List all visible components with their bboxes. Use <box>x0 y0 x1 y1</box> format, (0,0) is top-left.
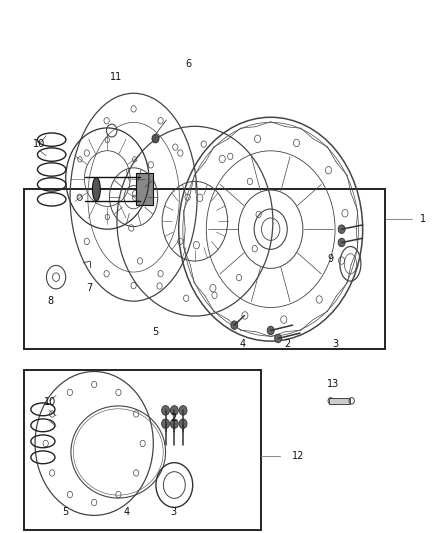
Circle shape <box>338 225 345 233</box>
Text: 1: 1 <box>420 214 426 223</box>
Circle shape <box>267 326 274 335</box>
Ellipse shape <box>92 177 100 201</box>
Circle shape <box>170 419 178 429</box>
Text: 4: 4 <box>240 339 246 349</box>
Text: 11: 11 <box>110 72 122 82</box>
Circle shape <box>231 321 238 329</box>
Circle shape <box>179 419 187 429</box>
Bar <box>328 398 350 404</box>
Circle shape <box>179 406 187 415</box>
Text: 3: 3 <box>170 507 176 516</box>
Text: 9: 9 <box>328 254 334 263</box>
Circle shape <box>152 134 159 143</box>
Text: 2: 2 <box>284 339 290 349</box>
Circle shape <box>162 419 170 429</box>
Bar <box>24 370 261 530</box>
Circle shape <box>170 406 178 415</box>
Text: 12: 12 <box>292 451 304 461</box>
Text: 4: 4 <box>124 507 130 516</box>
Text: 13: 13 <box>327 379 339 389</box>
Text: 10: 10 <box>33 139 46 149</box>
Text: 2: 2 <box>170 414 176 423</box>
Text: 7: 7 <box>87 283 93 293</box>
Bar <box>136 173 153 205</box>
Circle shape <box>275 334 282 343</box>
Text: 6: 6 <box>185 59 191 69</box>
Text: 10: 10 <box>44 398 57 407</box>
Bar <box>24 189 385 349</box>
Circle shape <box>162 406 170 415</box>
Circle shape <box>338 238 345 247</box>
Text: 3: 3 <box>332 339 338 349</box>
Text: 5: 5 <box>152 327 159 336</box>
Text: 5: 5 <box>63 507 69 516</box>
Text: 8: 8 <box>47 296 53 306</box>
